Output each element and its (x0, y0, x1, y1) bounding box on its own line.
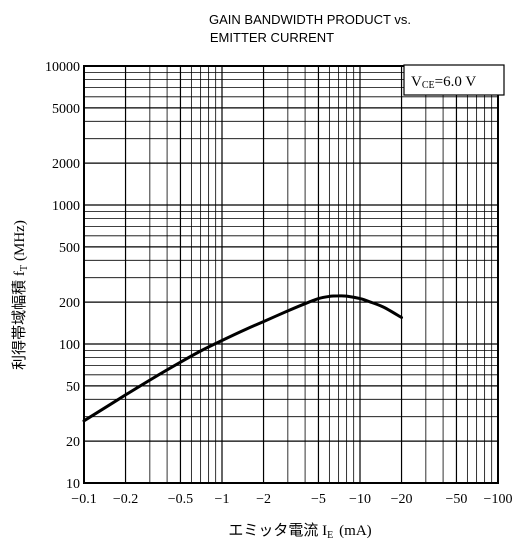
y-tick-label: 1000 (52, 199, 80, 214)
y-axis-label-sub: T (19, 265, 30, 271)
y-tick-label: 20 (66, 435, 80, 450)
x-axis-label-sub: E (327, 530, 333, 541)
x-tick-label: −20 (391, 492, 413, 507)
y-tick-label: 10 (66, 477, 80, 492)
x-tick-label: −0.5 (168, 492, 193, 507)
y-tick-label: 10000 (45, 60, 80, 75)
svg-text:VCE=6.0 V: VCE=6.0 V (411, 74, 476, 91)
x-tick-label: −0.2 (113, 492, 138, 507)
x-tick-label: −50 (446, 492, 468, 507)
y-tick-label: 200 (59, 296, 80, 311)
x-axis-label: エミッタ電流 IE (mA) (228, 522, 371, 541)
y-tick-label: 2000 (52, 157, 80, 172)
x-axis-label-main: エミッタ電流 I (228, 522, 327, 539)
x-tick-label: −5 (311, 492, 326, 507)
series-line (82, 294, 403, 423)
y-tick-labels: 10 20 50 100 200 500 1000 2000 5000 10000 (45, 60, 80, 492)
condition-v: V (411, 74, 422, 90)
condition-value: =6.0 V (435, 74, 477, 90)
y-tick-label: 5000 (52, 102, 80, 117)
x-tick-label: −2 (256, 492, 271, 507)
x-tick-label: −1 (215, 492, 230, 507)
chart-title-line2: EMITTER CURRENT (210, 30, 334, 45)
y-axis-label-unit: (MHz) (12, 220, 28, 261)
plot-frame (83, 65, 499, 484)
condition-box (403, 64, 505, 96)
x-axis-label-unit: (mA) (339, 523, 372, 539)
x-tick-label: −0.1 (71, 492, 96, 507)
x-tick-labels: −0.1 −0.2 −0.5 −1 −2 −5 −10 −20 −50 −100 (71, 492, 512, 507)
condition-label: VCE=6.0 V (403, 64, 505, 96)
y-tick-label: 50 (66, 380, 80, 395)
y-tick-label: 100 (59, 338, 80, 353)
condition-ce: CE (422, 80, 435, 91)
plot-grid (84, 65, 498, 483)
y-axis-label-main: 利得帯域幅積 f (11, 271, 28, 370)
y-axis-label: 利得帯域幅積 fT (MHz) (11, 220, 30, 370)
chart-title-line1: GAIN BANDWIDTH PRODUCT vs. (209, 12, 411, 27)
x-tick-label: −10 (349, 492, 371, 507)
x-tick-label: −100 (484, 492, 513, 507)
y-tick-label: 500 (59, 241, 80, 256)
